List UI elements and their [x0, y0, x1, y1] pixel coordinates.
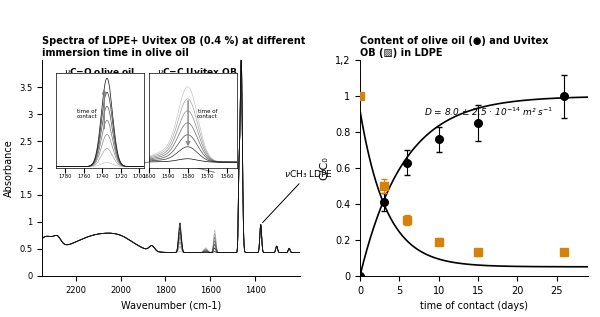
Text: Content of olive oil (●) and Uvitex
OB (▨) in LDPE: Content of olive oil (●) and Uvitex OB (… — [360, 36, 548, 58]
Text: $D$ = 8.0 ± 2.5 · 10$^{-14}$ m² s$^{-1}$: $D$ = 8.0 ± 2.5 · 10$^{-14}$ m² s$^{-1}$ — [424, 106, 553, 118]
Y-axis label: C/C₀: C/C₀ — [319, 156, 329, 180]
Y-axis label: Absorbance: Absorbance — [4, 139, 13, 197]
Text: $\nu$C=O olive oil: $\nu$C=O olive oil — [64, 66, 135, 77]
X-axis label: time of contact (days): time of contact (days) — [420, 301, 528, 311]
Text: Spectra of LDPE+ Uvitex OB (0.4 %) at different
immersion time in olive oil: Spectra of LDPE+ Uvitex OB (0.4 %) at di… — [42, 36, 305, 58]
Text: $\nu$C=C Uvitex OB: $\nu$C=C Uvitex OB — [157, 66, 237, 77]
X-axis label: Wavenumber (cm-1): Wavenumber (cm-1) — [121, 300, 221, 310]
Text: $\nu$CH₃ LDPE: $\nu$CH₃ LDPE — [263, 168, 333, 223]
